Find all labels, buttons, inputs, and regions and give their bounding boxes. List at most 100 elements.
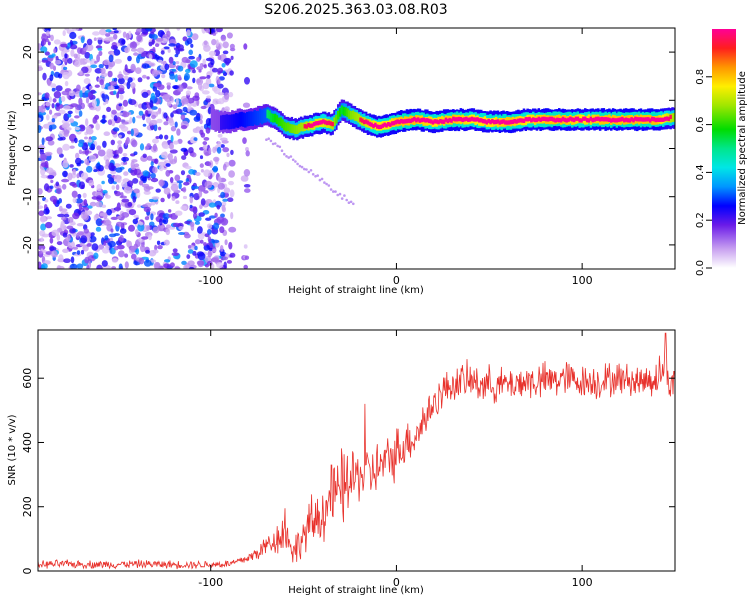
noise-speckle <box>169 149 178 154</box>
noise-speckle <box>105 29 112 33</box>
ridge-cell <box>305 124 308 129</box>
ridge-cell <box>535 117 539 123</box>
noise-speckle <box>199 76 207 80</box>
ridge-cell <box>246 112 249 127</box>
ridge-cell <box>615 118 619 123</box>
noise-speckle <box>72 169 76 175</box>
noise-speckle <box>123 171 129 176</box>
noise-speckle <box>152 34 158 40</box>
ridge-cell <box>233 114 236 129</box>
noise-speckle <box>106 148 113 157</box>
ridge-cell <box>290 124 294 133</box>
noise-speckle <box>55 85 63 92</box>
noise-speckle <box>289 155 293 158</box>
noise-speckle <box>217 92 225 96</box>
noise-speckle <box>100 67 106 74</box>
noise-speckle <box>86 161 90 166</box>
noise-speckle <box>69 44 78 50</box>
noise-speckle <box>226 152 230 158</box>
ridge-cell <box>647 117 650 122</box>
noise-speckle <box>166 82 171 86</box>
noise-speckle <box>133 52 139 56</box>
ridge-cell <box>286 122 290 131</box>
noise-speckle <box>78 142 84 148</box>
spectrogram-xlabel: Height of straight line (km) <box>288 285 424 296</box>
noise-speckle <box>318 178 322 182</box>
noise-speckle <box>197 232 205 240</box>
noise-speckle <box>183 181 190 186</box>
ridge-cell <box>253 110 256 125</box>
noise-speckle <box>83 199 88 206</box>
noise-speckle <box>152 226 160 234</box>
noise-speckle <box>115 184 120 191</box>
noise-speckle <box>154 244 158 251</box>
noise-speckle <box>194 239 201 245</box>
ridge-cell <box>669 114 672 120</box>
noise-speckle <box>189 204 193 209</box>
noise-speckle <box>72 183 78 188</box>
noise-speckle <box>113 33 118 40</box>
noise-speckle <box>85 43 94 52</box>
ridge-cell <box>452 116 455 121</box>
noise-speckle <box>171 196 176 201</box>
noise-speckle <box>143 190 151 195</box>
noise-speckle <box>203 169 211 177</box>
noise-speckle <box>217 182 225 190</box>
x-tick-label: 100 <box>572 274 593 287</box>
noise-speckle <box>118 87 125 92</box>
ridge-cell <box>663 116 667 122</box>
noise-speckle <box>69 118 75 124</box>
noise-speckle <box>84 73 90 77</box>
ridge-cell <box>238 112 242 127</box>
noise-speckle <box>291 158 295 162</box>
ridge-cell <box>630 117 633 122</box>
ridge-cell <box>543 116 546 121</box>
noise-speckle <box>128 209 137 216</box>
noise-speckle <box>122 31 127 38</box>
noise-speckle <box>223 261 227 269</box>
ridge-cell <box>249 111 253 126</box>
noise-speckle <box>67 110 73 115</box>
noise-speckle <box>119 119 126 123</box>
noise-speckle <box>181 260 187 265</box>
ridge-cell <box>582 116 585 121</box>
noise-speckle <box>189 196 194 204</box>
noise-speckle <box>107 85 115 91</box>
noise-speckle <box>193 129 200 134</box>
noise-speckle <box>208 202 216 208</box>
ridge-cell <box>420 117 424 123</box>
noise-speckle <box>108 177 114 185</box>
ridge-cell <box>223 114 227 130</box>
noise-speckle <box>229 189 235 198</box>
noise-speckle <box>216 262 224 269</box>
ridge-cell <box>517 118 520 123</box>
noise-speckle <box>80 211 88 220</box>
noise-speckle <box>88 179 94 187</box>
noise-speckle <box>113 30 119 34</box>
noise-speckle <box>198 190 203 198</box>
noise-speckle <box>217 83 224 89</box>
noise-speckle <box>41 137 45 146</box>
noise-speckle <box>86 243 92 247</box>
ridge-cell <box>312 122 316 127</box>
noise-speckle <box>103 241 107 246</box>
noise-speckle <box>60 220 65 227</box>
noise-speckle <box>168 43 177 47</box>
noise-speckle <box>169 142 174 151</box>
ridge-cell <box>416 117 420 122</box>
ridge-cell <box>437 120 440 125</box>
noise-speckle <box>38 66 44 72</box>
noise-speckle <box>205 161 212 167</box>
ridge-cell <box>402 119 405 124</box>
noise-speckle <box>40 167 46 176</box>
ridge-cell <box>567 117 570 122</box>
ridge-cell <box>643 117 646 122</box>
noise-speckle <box>146 28 152 31</box>
snr-xlabel: Height of straight line (km) <box>288 585 424 596</box>
noise-speckle <box>229 43 235 50</box>
noise-speckle <box>71 28 80 31</box>
noise-speckle <box>278 145 282 149</box>
noise-speckle <box>207 260 213 266</box>
noise-speckle <box>166 224 171 228</box>
noise-speckle <box>148 250 157 257</box>
